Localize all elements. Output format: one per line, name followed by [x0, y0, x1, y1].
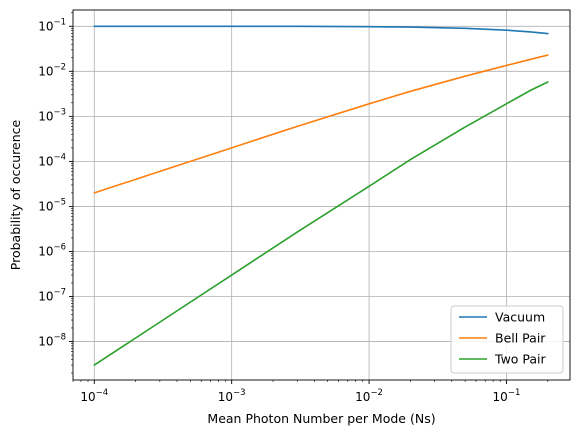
- x-tick-label: 10−1: [493, 388, 521, 404]
- axis-ticks: 10−4 10−3 10−2 10−1 10−8 10−7 10−6 10−5 10−4 10−3…: [38, 12, 549, 404]
- legend: Vacuum Bell Pair Two Pair: [450, 305, 564, 374]
- series-line-bell-pair: [93, 54, 549, 194]
- legend-label: Two Pair: [494, 352, 547, 367]
- x-tick-label: 10−2: [355, 388, 383, 404]
- y-axis-label: Probability of occurence: [8, 119, 23, 270]
- plot-series: [93, 25, 549, 366]
- y-tick-label: 10−4: [38, 152, 66, 168]
- x-axis-label: Mean Photon Number per Mode (Ns): [207, 411, 435, 426]
- y-tick-label: 10−1: [38, 17, 66, 33]
- legend-label: Vacuum: [495, 310, 545, 325]
- legend-label: Bell Pair: [495, 331, 546, 346]
- y-tick-label: 10−3: [38, 107, 66, 123]
- y-tick-label: 10−5: [38, 197, 66, 213]
- legend-box: [450, 305, 564, 374]
- series-line-vacuum: [93, 25, 549, 35]
- x-tick-label: 10−3: [218, 388, 246, 404]
- y-tick-label: 10−2: [38, 62, 66, 78]
- x-tick-label: 10−4: [80, 388, 108, 404]
- plot-frame: [72, 9, 571, 381]
- y-tick-label: 10−8: [38, 333, 66, 349]
- y-tick-label: 10−6: [38, 242, 66, 258]
- series-line-two-pair: [93, 81, 549, 366]
- y-tick-label: 10−7: [38, 288, 66, 304]
- grid: [73, 10, 570, 380]
